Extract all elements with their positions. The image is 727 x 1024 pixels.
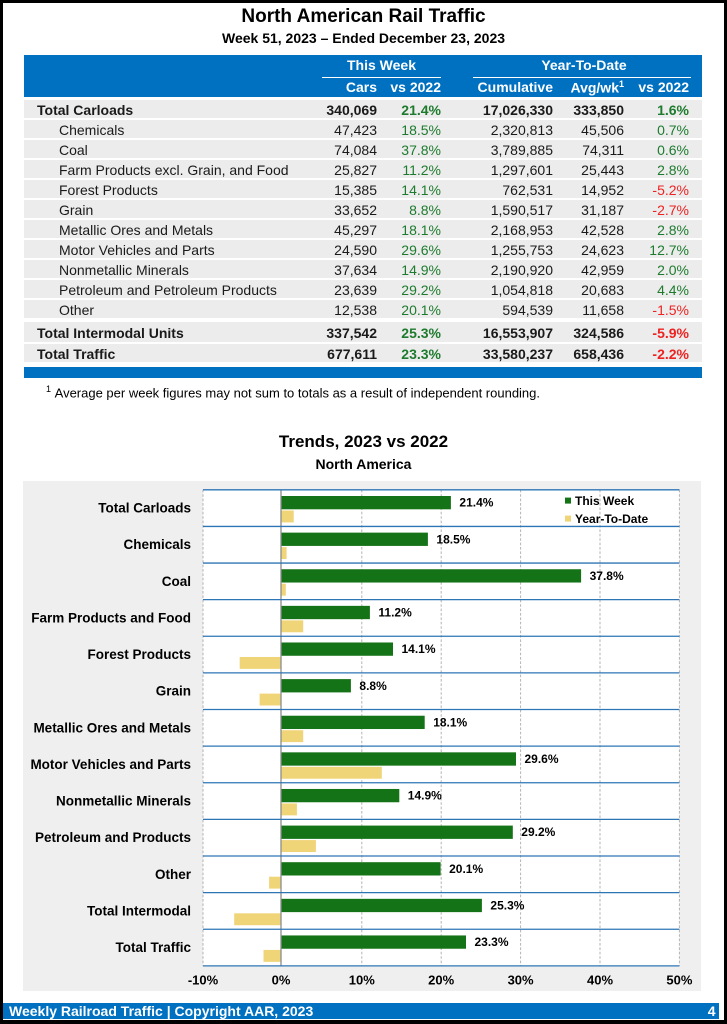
svg-text:37.8%: 37.8%	[590, 569, 624, 583]
svg-text:Forest Products: Forest Products	[87, 647, 191, 662]
svg-text:Total Carloads: Total Carloads	[98, 501, 191, 516]
svg-text:Other: Other	[155, 867, 192, 882]
svg-text:Coal: Coal	[162, 574, 191, 589]
svg-text:0%: 0%	[272, 973, 291, 988]
svg-text:30%: 30%	[508, 973, 534, 988]
svg-text:Motor Vehicles and Parts: Motor Vehicles and Parts	[30, 757, 191, 772]
svg-text:50%: 50%	[666, 973, 692, 988]
svg-text:Grain: Grain	[156, 684, 191, 699]
svg-text:Nonmetallic Minerals: Nonmetallic Minerals	[56, 794, 191, 809]
svg-text:10%: 10%	[349, 973, 375, 988]
svg-text:Petroleum and Products: Petroleum and Products	[35, 830, 191, 845]
svg-text:-10%: -10%	[188, 973, 219, 988]
svg-text:Year-To-Date: Year-To-Date	[575, 512, 648, 526]
svg-text:20%: 20%	[428, 973, 454, 988]
svg-text:11.2%: 11.2%	[378, 606, 412, 620]
svg-text:14.1%: 14.1%	[402, 642, 436, 656]
svg-text:40%: 40%	[587, 973, 613, 988]
svg-text:29.6%: 29.6%	[525, 752, 559, 766]
svg-text:Farm Products and Food: Farm Products and Food	[31, 610, 191, 625]
svg-text:This Week: This Week	[575, 494, 634, 508]
svg-text:Total Traffic: Total Traffic	[115, 940, 191, 955]
svg-text:23.3%: 23.3%	[475, 935, 509, 949]
svg-text:Chemicals: Chemicals	[123, 537, 191, 552]
svg-text:20.1%: 20.1%	[449, 862, 483, 876]
svg-text:Metallic Ores and Metals: Metallic Ores and Metals	[33, 720, 191, 735]
svg-text:18.5%: 18.5%	[436, 532, 470, 546]
svg-text:21.4%: 21.4%	[459, 496, 493, 510]
svg-text:29.2%: 29.2%	[521, 825, 555, 839]
svg-text:Total Intermodal: Total Intermodal	[87, 903, 191, 918]
svg-text:8.8%: 8.8%	[359, 679, 387, 693]
svg-text:25.3%: 25.3%	[490, 898, 524, 912]
svg-text:18.1%: 18.1%	[433, 715, 467, 729]
svg-text:14.9%: 14.9%	[408, 789, 442, 803]
